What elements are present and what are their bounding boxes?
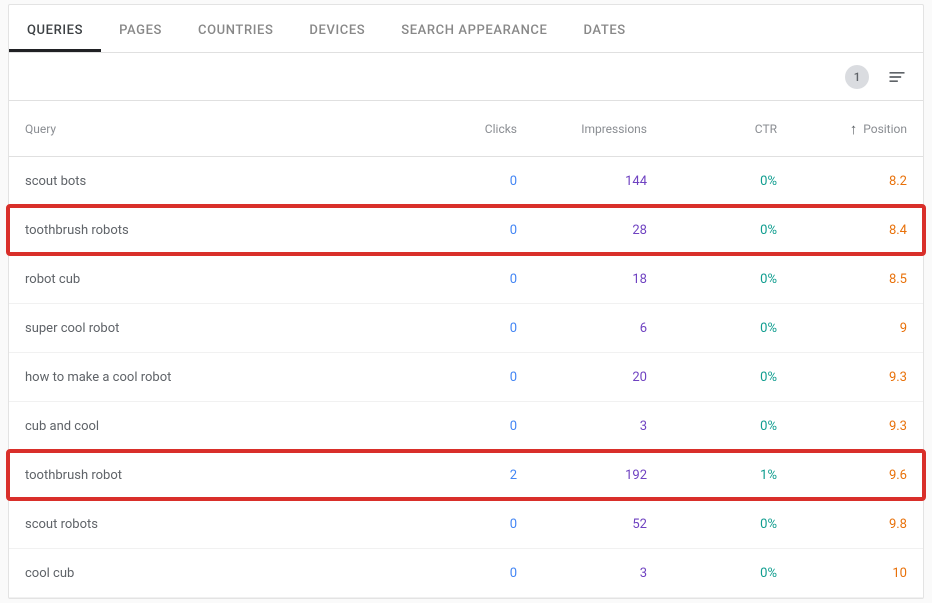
cell-query: cub and cool <box>25 419 387 434</box>
cell-query: cool cub <box>25 566 387 581</box>
cell-query: scout bots <box>25 174 387 189</box>
cell-query: robot cub <box>25 272 387 287</box>
col-header-query[interactable]: Query <box>25 122 387 136</box>
search-console-table-card: QUERIES PAGES COUNTRIES DEVICES SEARCH A… <box>8 4 924 599</box>
cell-position: 9 <box>777 321 907 336</box>
tab-pages[interactable]: PAGES <box>101 9 180 52</box>
cell-query: how to make a cool robot <box>25 370 387 385</box>
filter-icon[interactable] <box>887 67 907 87</box>
col-header-position[interactable]: ↑ Position <box>777 120 907 138</box>
table-row[interactable]: cub and cool030%9.3 <box>9 402 923 451</box>
cell-clicks: 0 <box>387 321 517 336</box>
cell-clicks: 0 <box>387 517 517 532</box>
cell-impressions: 20 <box>517 370 647 385</box>
table-row[interactable]: how to make a cool robot0200%9.3 <box>9 353 923 402</box>
active-filter-count-badge[interactable]: 1 <box>845 65 869 89</box>
table-body: scout bots01440%8.2toothbrush robots0280… <box>9 157 923 598</box>
cell-position: 10 <box>777 566 907 581</box>
tab-queries[interactable]: QUERIES <box>9 9 101 52</box>
cell-position: 8.4 <box>777 223 907 238</box>
cell-ctr: 0% <box>647 419 777 434</box>
table-toolbar: 1 <box>9 53 923 101</box>
col-header-ctr[interactable]: CTR <box>647 122 777 136</box>
cell-position: 9.8 <box>777 517 907 532</box>
cell-position: 8.2 <box>777 174 907 189</box>
cell-ctr: 0% <box>647 370 777 385</box>
cell-clicks: 0 <box>387 566 517 581</box>
cell-clicks: 0 <box>387 174 517 189</box>
table-row[interactable]: toothbrush robots0280%8.4 <box>9 206 923 255</box>
table-row[interactable]: robot cub0180%8.5 <box>9 255 923 304</box>
table-row[interactable]: toothbrush robot21921%9.6 <box>9 451 923 500</box>
col-header-impressions[interactable]: Impressions <box>517 122 647 136</box>
col-header-position-label: Position <box>863 122 907 136</box>
cell-impressions: 18 <box>517 272 647 287</box>
tab-search-appearance[interactable]: SEARCH APPEARANCE <box>383 9 565 52</box>
cell-impressions: 28 <box>517 223 647 238</box>
cell-query: super cool robot <box>25 321 387 336</box>
cell-ctr: 0% <box>647 174 777 189</box>
col-header-clicks[interactable]: Clicks <box>387 122 517 136</box>
cell-clicks: 0 <box>387 419 517 434</box>
cell-clicks: 2 <box>387 468 517 483</box>
table-row[interactable]: super cool robot060%9 <box>9 304 923 353</box>
dimension-tabs: QUERIES PAGES COUNTRIES DEVICES SEARCH A… <box>9 5 923 53</box>
cell-impressions: 52 <box>517 517 647 532</box>
cell-ctr: 0% <box>647 566 777 581</box>
table-row[interactable]: cool cub030%10 <box>9 549 923 598</box>
cell-ctr: 0% <box>647 517 777 532</box>
sort-ascending-icon: ↑ <box>850 120 858 138</box>
cell-clicks: 0 <box>387 223 517 238</box>
cell-impressions: 3 <box>517 419 647 434</box>
cell-impressions: 6 <box>517 321 647 336</box>
tab-devices[interactable]: DEVICES <box>291 9 383 52</box>
cell-position: 9.6 <box>777 468 907 483</box>
cell-position: 9.3 <box>777 419 907 434</box>
cell-position: 8.5 <box>777 272 907 287</box>
cell-query: toothbrush robot <box>25 468 387 483</box>
cell-position: 9.3 <box>777 370 907 385</box>
cell-impressions: 3 <box>517 566 647 581</box>
cell-ctr: 0% <box>647 223 777 238</box>
cell-ctr: 1% <box>647 468 777 483</box>
table-header-row: Query Clicks Impressions CTR ↑ Position <box>9 101 923 157</box>
tab-dates[interactable]: DATES <box>565 9 643 52</box>
cell-query: scout robots <box>25 517 387 532</box>
table-row[interactable]: scout robots0520%9.8 <box>9 500 923 549</box>
cell-impressions: 144 <box>517 174 647 189</box>
cell-ctr: 0% <box>647 272 777 287</box>
table-row[interactable]: scout bots01440%8.2 <box>9 157 923 206</box>
cell-ctr: 0% <box>647 321 777 336</box>
tab-countries[interactable]: COUNTRIES <box>180 9 291 52</box>
cell-query: toothbrush robots <box>25 223 387 238</box>
cell-clicks: 0 <box>387 272 517 287</box>
cell-impressions: 192 <box>517 468 647 483</box>
cell-clicks: 0 <box>387 370 517 385</box>
